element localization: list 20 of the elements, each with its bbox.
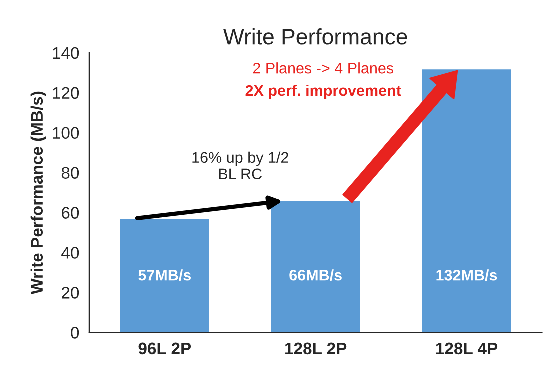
x-tick-label: 96L 2P xyxy=(138,342,192,355)
data-label: 57MB/s xyxy=(138,270,192,281)
y-tick-label: 20 xyxy=(62,287,80,299)
y-tick-label: 100 xyxy=(53,127,80,140)
annotation: 16% up by 1/2 BL RC xyxy=(192,152,288,180)
annotation: 2X perf. improvement xyxy=(246,84,402,100)
x-tick-label: 128L 4P xyxy=(436,342,498,355)
y-tick-label: 80 xyxy=(62,167,80,180)
y-axis-title: Write Performance (MB/s) xyxy=(30,92,46,294)
data-label: 132MB/s xyxy=(436,270,498,281)
y-tick-label: 40 xyxy=(62,247,80,259)
data-label: 66MB/s xyxy=(290,270,342,281)
y-tick-label: 120 xyxy=(53,87,80,100)
x-tick-label: 128L 2P xyxy=(286,342,347,355)
y-tick-label: 140 xyxy=(53,47,80,60)
chart-title: Write Performance xyxy=(224,28,408,45)
bar xyxy=(270,200,362,333)
annotation: 2 Planes -> 4 Planes xyxy=(253,62,394,74)
y-tick-label: 0 xyxy=(71,327,80,339)
y-tick-label: 60 xyxy=(62,207,80,219)
